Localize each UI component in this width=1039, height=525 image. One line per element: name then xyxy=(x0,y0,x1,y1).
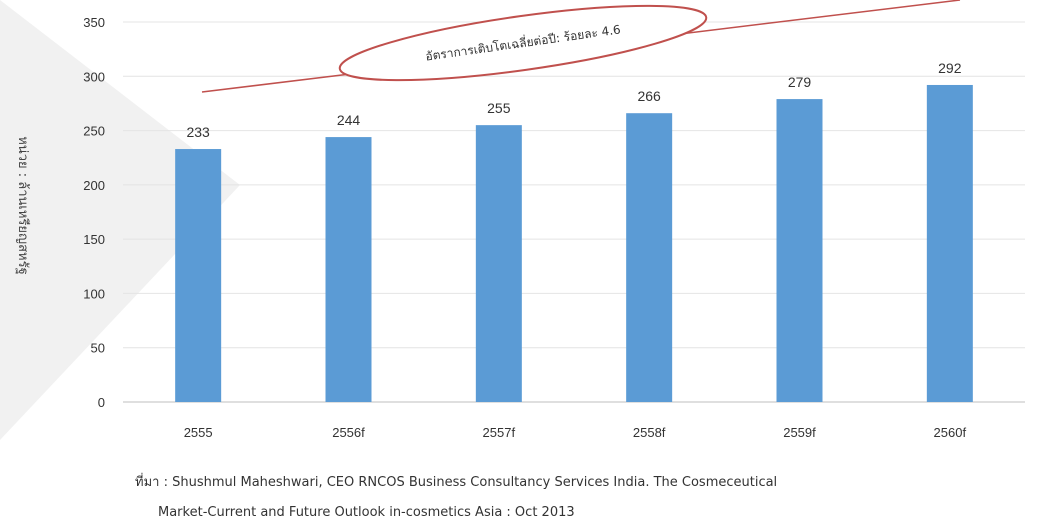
bar xyxy=(325,137,372,403)
x-tick-label: 2555 xyxy=(184,425,213,440)
annotation-ellipse xyxy=(338,4,708,82)
y-tick-label: 50 xyxy=(91,341,105,356)
y-tick-label: 150 xyxy=(83,232,105,247)
y-tick-label: 300 xyxy=(83,69,105,84)
y-tick-label: 0 xyxy=(98,395,105,410)
grid-layer xyxy=(123,21,1025,349)
y-tick-label: 250 xyxy=(83,124,105,139)
axis-layer: 0 50 100 150 200 250 300 350 2555 2556f 2557f 2558f… xyxy=(83,15,1025,440)
bar xyxy=(626,113,673,402)
bar xyxy=(175,149,222,402)
bar-layer: 233 244 255 266 279 292 xyxy=(175,60,973,403)
data-label: 244 xyxy=(337,112,361,128)
y-tick-label: 350 xyxy=(83,15,105,30)
bar xyxy=(926,84,973,402)
y-axis-label-container: หน่วย : ล้านเหรียญสหรัฐ xyxy=(6,90,40,320)
x-tick-label: 2558f xyxy=(633,425,666,440)
source-note: ที่มา : Shushmul Maheshwari, CEO RNCOS B… xyxy=(135,468,1035,525)
x-tick-label: 2557f xyxy=(483,425,516,440)
bar xyxy=(776,99,823,402)
x-tick-label: 2560f xyxy=(934,425,967,440)
data-label: 266 xyxy=(637,88,661,104)
data-label: 255 xyxy=(487,100,511,116)
growth-annotation: อัตราการเติบโตเฉลี่ยต่อปี: ร้อยละ 4.6 xyxy=(201,0,961,93)
source-line-1: ที่มา : Shushmul Maheshwari, CEO RNCOS B… xyxy=(135,475,778,490)
bar xyxy=(475,125,522,403)
data-label: 279 xyxy=(788,74,812,90)
y-tick-label: 200 xyxy=(83,178,105,193)
bar-chart: 0 50 100 150 200 250 300 350 2555 2556f 2557f 2558f… xyxy=(83,0,1025,440)
x-tick-label: 2556f xyxy=(332,425,365,440)
y-axis-label: หน่วย : ล้านเหรียญสหรัฐ xyxy=(14,135,30,275)
data-label: 233 xyxy=(186,124,210,140)
x-tick-label: 2559f xyxy=(783,425,816,440)
data-label: 292 xyxy=(938,60,962,76)
y-tick-label: 100 xyxy=(83,286,105,301)
source-line-2: Market-Current and Future Outlook in-cos… xyxy=(158,505,575,520)
